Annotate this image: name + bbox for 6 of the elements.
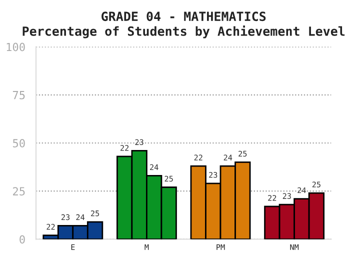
y-tick-label: 25: [13, 187, 25, 196]
y-tick-label: 50: [12, 139, 25, 148]
y-tick-label: 75: [12, 91, 25, 100]
y-tick-label: 100: [6, 42, 25, 52]
y-tick-label: 0: [20, 235, 25, 244]
chart-title: GRADE 04 - MATHEMATICS Percentage of Students by Achievement Level: [22, 12, 345, 38]
